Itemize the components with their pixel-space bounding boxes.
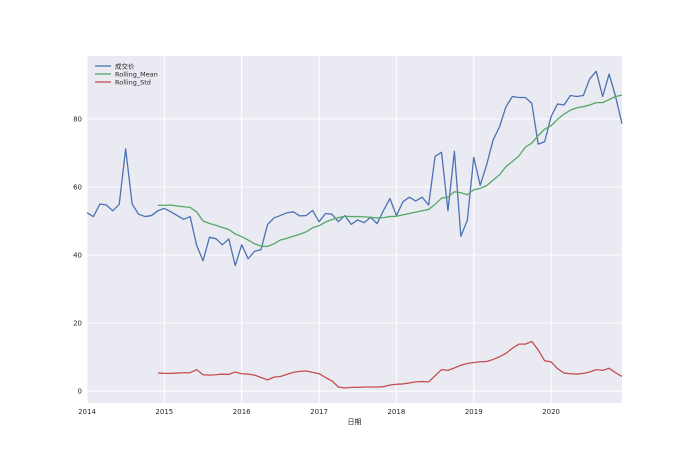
tick-labels: 0 20 40 60 80 2014 2015 2016 2017 2018 2019 2020 [73,115,560,416]
x-tick-label: 2019 [465,408,483,416]
x-tick-label: 2018 [387,408,405,416]
x-tick-label: 2014 [78,408,96,416]
legend-label: Rolling_Mean [115,70,158,78]
plot-background [87,56,622,403]
y-tick-label: 60 [73,183,82,191]
series-line-1 [157,94,623,248]
x-tick-label: 2015 [155,408,173,416]
x-tick-label: 2020 [542,408,560,416]
series-lines [86,70,623,389]
y-tick-label: 20 [73,320,82,328]
series-line-0 [86,70,623,267]
y-tick-label: 40 [73,252,82,260]
x-tick-label: 2016 [233,408,251,416]
grid [86,56,622,403]
x-tick-label: 2017 [310,408,328,416]
legend-label: 成交价 [115,61,135,70]
legend-label: Rolling_Std [115,78,151,86]
x-axis-label: 日期 [348,418,362,426]
series-line-2 [157,340,623,389]
y-tick-label: 0 [78,388,82,396]
y-tick-label: 80 [73,115,82,123]
